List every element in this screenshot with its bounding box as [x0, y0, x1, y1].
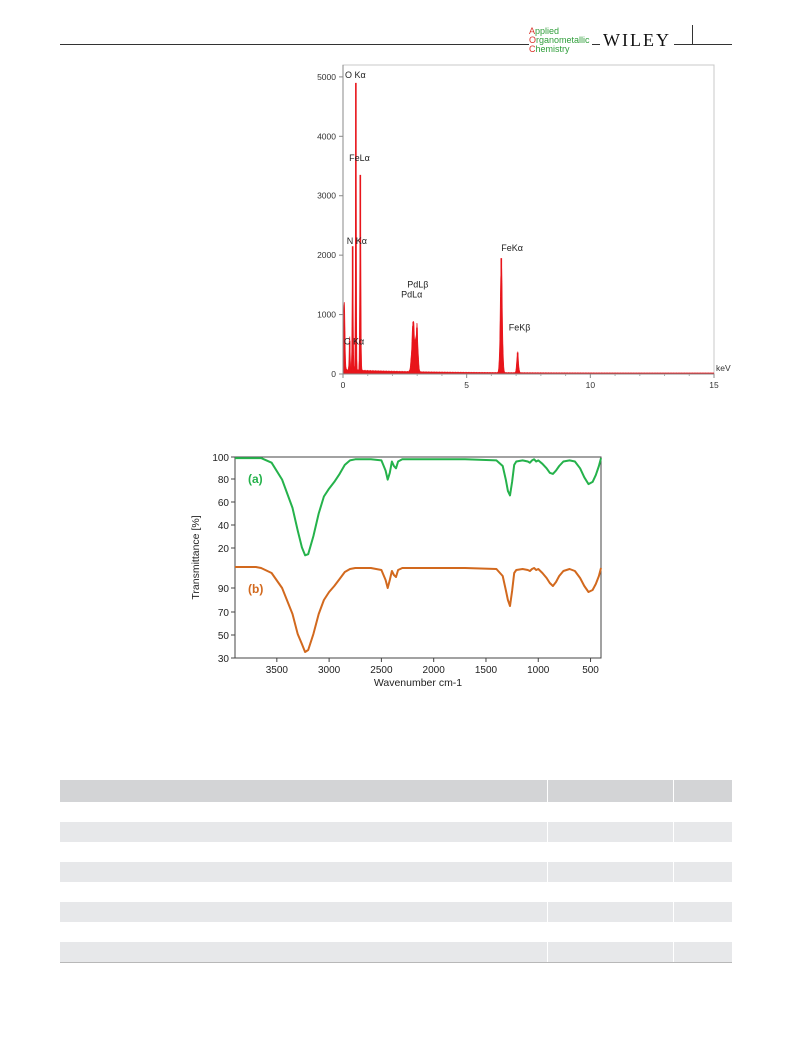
edx-peak-label: C Kα [344, 337, 364, 347]
ftir-x-tick-label: 3500 [266, 665, 289, 676]
ftir-y-axis-label: Transmittance [%] [190, 515, 202, 599]
ftir-series-a-line [235, 457, 602, 557]
ftir-series-b-line [235, 566, 602, 653]
ftir-series-a-label: (a) [248, 472, 263, 486]
table-bottom-rule [60, 962, 732, 963]
ftir-y-tick-label: 20 [218, 544, 230, 555]
table-column-divider [547, 942, 548, 962]
table-column-divider [673, 780, 674, 802]
table-row [60, 942, 732, 962]
table-column-divider [547, 902, 548, 922]
edx-peak-label: O Kα [345, 70, 366, 80]
table-column-divider [673, 942, 674, 962]
journal-name: Applied Organometallic Chemistry [529, 27, 592, 54]
table-column-divider [673, 842, 674, 862]
data-table [60, 780, 732, 962]
table-header-row [60, 780, 732, 802]
table-column-divider [673, 922, 674, 942]
edx-x-tick-label: 15 [709, 380, 719, 390]
ftir-x-tick-label: 500 [582, 665, 599, 676]
ftir-x-axis-label: Wavenumber cm-1 [374, 677, 462, 689]
table-column-divider [547, 822, 548, 842]
journal-line-3-rest: hemistry [535, 44, 570, 54]
edx-peak-label: N Kα [347, 236, 367, 246]
edx-y-tick-label: 0 [331, 369, 336, 379]
table-row [60, 842, 732, 862]
table-row [60, 862, 732, 882]
table-column-divider [547, 862, 548, 882]
ftir-series-b-label: (b) [248, 582, 263, 596]
table-column-divider [547, 802, 548, 822]
edx-peak-label: PdLα [401, 290, 422, 300]
edx-y-tick-label: 3000 [317, 191, 336, 201]
edx-y-tick-label: 4000 [317, 131, 336, 141]
ftir-y-tick-label: 80 [218, 475, 230, 486]
table-row [60, 882, 732, 902]
edx-peak-label: FeKβ [509, 323, 531, 333]
table-row [60, 922, 732, 942]
ftir-plot-frame [234, 456, 602, 659]
ftir-y-tick-label: 40 [218, 521, 230, 532]
journal-line-3: Chemistry [529, 44, 570, 54]
table-row [60, 902, 732, 922]
edx-y-tick-label: 2000 [317, 250, 336, 260]
edx-spectrum-fill [342, 102, 715, 375]
journal-line-2-rest: rganometallic [536, 35, 590, 45]
ftir-spectra-chart: 100 80 60 40 20 90 70 50 30 3500 3000 2500 2000 1500 1… [190, 453, 602, 689]
edx-y-tick-label: 5000 [317, 72, 336, 82]
journal-line-1: Applied [529, 26, 560, 36]
header-rule [60, 44, 732, 45]
publisher-logo: WILEY [600, 30, 674, 50]
edx-x-unit-label: keV [716, 363, 731, 373]
ftir-x-tick-label: 3000 [318, 665, 341, 676]
ftir-y-tick-label: 50 [218, 631, 230, 642]
ftir-x-tick-label: 1000 [527, 665, 550, 676]
edx-y-tick-label: 1000 [317, 310, 336, 320]
ftir-x-tick-label: 2000 [423, 665, 446, 676]
journal-line-2: Organometallic [529, 35, 590, 45]
edx-spectrum-chart: 0 1000 2000 3000 4000 5000 0 5 10 15 keV C Kα N Kα O… [317, 64, 731, 390]
ftir-y-tick-label: 60 [218, 498, 230, 509]
ftir-x-tick-label: 1500 [475, 665, 498, 676]
table-row [60, 802, 732, 822]
ftir-y-tick-label: 70 [218, 608, 230, 619]
edx-peak-label: FeLα [349, 153, 370, 163]
edx-x-tick-label: 10 [586, 380, 596, 390]
table-column-divider [673, 802, 674, 822]
header-tick [692, 25, 693, 45]
edx-x-tick-label: 5 [464, 380, 469, 390]
ftir-y-tick-label: 100 [212, 453, 229, 464]
edx-peak-label: FeKα [501, 243, 523, 253]
table-row [60, 822, 732, 842]
table-column-divider [547, 842, 548, 862]
journal-line-1-rest: pplied [535, 26, 560, 36]
ftir-y-tick-label: 30 [218, 654, 230, 665]
table-column-divider [673, 882, 674, 902]
edx-x-tick-label: 0 [341, 380, 346, 390]
ftir-x-tick-label: 2500 [370, 665, 393, 676]
table-column-divider [547, 882, 548, 902]
table-column-divider [673, 822, 674, 842]
edx-peak-label: PdLβ [407, 280, 428, 290]
table-column-divider [673, 902, 674, 922]
ftir-y-tick-label: 90 [218, 584, 230, 595]
table-column-divider [547, 922, 548, 942]
table-column-divider [673, 862, 674, 882]
table-column-divider [547, 780, 548, 802]
